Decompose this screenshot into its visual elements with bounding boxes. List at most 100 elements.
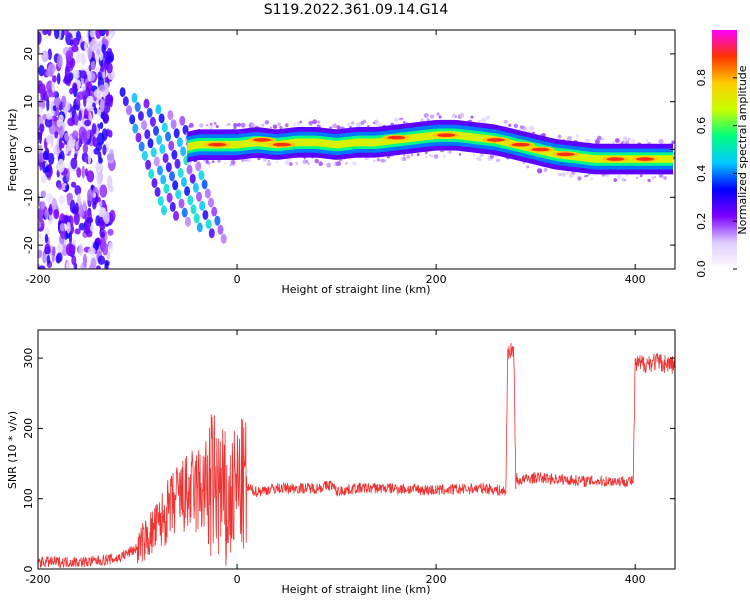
heatmap-cell [228,123,231,126]
heatmap-cell [394,118,399,123]
heatmap-cell [45,243,51,253]
heatmap-cell [307,162,310,165]
y-tick-label: 0 [22,566,35,573]
heatmap-cell [135,102,141,112]
heatmap-cell [208,162,211,165]
heatmap-cell [88,155,91,164]
colorbar-tick-label: 0.6 [695,117,708,135]
heatmap-cell [671,141,674,144]
heatmap-cell [193,183,199,193]
heatmap-cell [158,196,164,206]
spectrogram-panel: -200 0 200 400 -20-1001020 Height of straig… [6,26,677,296]
heatmap-cell [337,125,341,129]
y-tick-label: 0 [22,146,35,153]
heatmap-cell [175,159,181,169]
heatmap-cell [237,123,241,127]
heatmap-cell [86,222,90,233]
heatmap-cell [180,146,186,156]
peak-inner [387,136,405,140]
heatmap-cell [277,122,281,126]
heatmap-cell [628,138,631,141]
heatmap-cell [99,85,106,92]
heatmap-cell [208,198,214,208]
heatmap-cell [71,182,76,188]
heatmap-cell [206,124,208,126]
heatmap-cell [109,210,115,222]
x-tick-label: -200 [26,273,51,286]
heatmap-cell [136,133,142,143]
heatmap-cell [190,174,196,184]
x-tick-label: -200 [26,573,51,586]
heatmap-cell [326,163,331,168]
heatmap-cell [402,157,406,161]
heatmap-cell [508,124,511,127]
heatmap-cell [102,243,108,256]
heatmap-cell [104,261,108,274]
heatmap-cell [179,199,185,209]
heatmap-cell [295,162,298,165]
colorbar-tick-label: 0.4 [695,165,708,183]
heatmap-cell [57,159,65,173]
heatmap-cell [64,133,69,141]
heatmap-cell [647,179,650,182]
heatmap-cell [88,71,92,81]
heatmap-cell [58,183,62,190]
heatmap-cell [584,175,586,177]
snr-x-label: Height of straight line (km) [281,583,430,596]
heatmap-cell [205,189,211,199]
colorbar-tick-label: 0.2 [695,212,708,230]
heatmap-cell [182,208,188,218]
heatmap-cell [160,175,166,185]
y-tick-label: 200 [22,418,35,439]
heatmap-cell [544,168,548,172]
heatmap-cell [434,154,439,159]
heatmap-cell [141,120,147,130]
heatmap-cell [439,116,442,119]
heatmap-cell [151,147,157,157]
heatmap-cell [399,119,401,121]
heatmap-cell [430,114,434,118]
x-tick-label: 0 [234,273,241,286]
heatmap-cell [251,123,256,128]
heatmap-cell [300,121,303,124]
heatmap-cell [625,140,629,144]
heatmap-cell [514,124,518,128]
heatmap-cell [52,75,57,82]
heatmap-cell [162,123,168,133]
heatmap-cell [106,27,109,37]
heatmap-cell [159,113,165,123]
heatmap-cell [153,126,159,136]
heatmap-cell [157,166,163,176]
colorbar-tick-label: 0.0 [695,260,708,278]
heatmap-cell [79,70,87,78]
heatmap-cell [471,116,474,119]
heatmap-cell [107,229,113,236]
heatmap-cell [460,113,464,117]
heatmap-cell [614,178,618,182]
heatmap-cell [577,176,581,180]
heatmap-cell [129,114,135,124]
heatmap-cell [172,180,178,190]
heatmap-cell [57,73,61,85]
heatmap-cell [332,124,337,129]
heatmap-cell [154,157,160,167]
heatmap-cell [197,222,203,232]
heatmap-cell [39,123,44,132]
heatmap-cell [109,95,113,108]
peak-inner [437,133,455,137]
heatmap-cell [631,139,635,143]
heatmap-cell [64,28,70,36]
heatmap-cell [336,161,341,166]
heatmap-cell [218,225,224,235]
heatmap-cell [155,104,161,114]
heatmap-cell [363,120,367,124]
colorbar-label: Normalized spectral amplitude [736,65,749,234]
heatmap-cell [174,128,180,138]
heatmap-cell [145,160,151,170]
heatmap-cell [199,123,203,127]
heatmap-cell [383,159,386,162]
heatmap-cell [187,165,193,175]
heatmap-cell [305,160,308,163]
heatmap-cell [558,173,562,177]
